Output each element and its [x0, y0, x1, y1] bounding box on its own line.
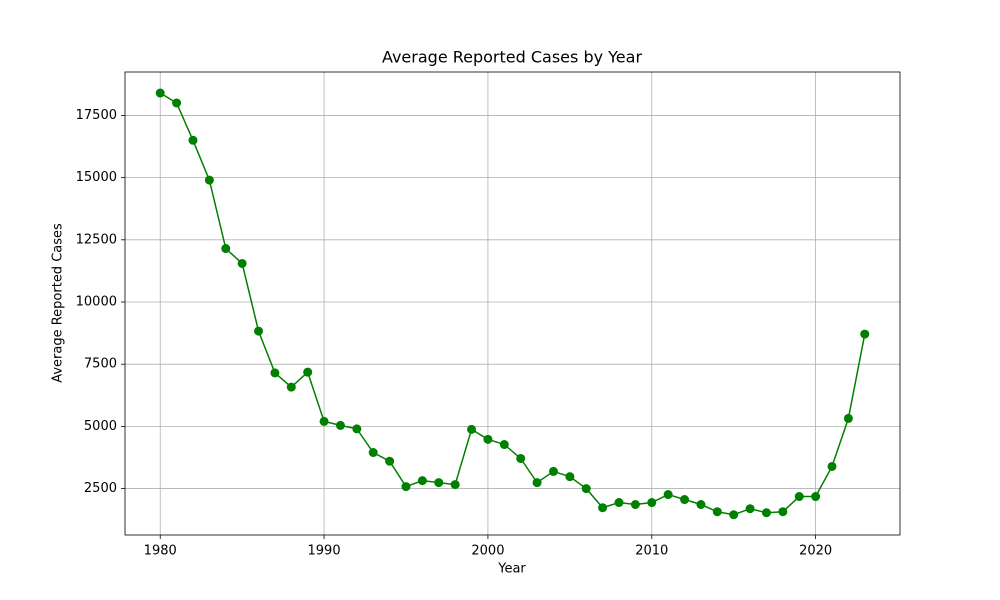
data-point [319, 416, 329, 426]
data-point [581, 484, 591, 494]
data-point [778, 507, 788, 517]
x-tick-label: 1980 [144, 544, 177, 559]
data-point [204, 175, 214, 185]
data-point [237, 258, 247, 268]
data-point [335, 420, 345, 430]
data-point [254, 326, 264, 336]
data-point [172, 98, 182, 108]
y-tick-label: 2500 [84, 481, 117, 496]
y-axis-label: Average Reported Cases [51, 223, 66, 383]
data-point [630, 500, 640, 510]
y-tick-label: 5000 [84, 419, 117, 434]
data-point [467, 424, 477, 434]
data-point [811, 492, 821, 502]
y-tick-label: 12500 [76, 232, 117, 247]
x-tick-label: 2020 [799, 544, 832, 559]
data-point [450, 480, 460, 490]
data-point [843, 413, 853, 423]
data-point [401, 482, 411, 492]
data-point [761, 508, 771, 518]
data-point [270, 368, 280, 378]
data-point [499, 440, 509, 450]
data-point [827, 461, 837, 471]
data-point [696, 500, 706, 510]
x-tick-label: 2000 [471, 544, 504, 559]
data-point [745, 504, 755, 514]
data-point [188, 135, 198, 145]
data-point [663, 490, 673, 500]
data-point [352, 424, 362, 434]
x-tick-label: 2010 [635, 544, 668, 559]
data-point [303, 367, 313, 377]
data-point [565, 472, 575, 482]
data-point [647, 498, 657, 508]
data-point [417, 476, 427, 486]
data-point [860, 329, 870, 339]
data-point [729, 510, 739, 520]
data-point [483, 434, 493, 444]
plot-frame [124, 71, 901, 536]
data-point [368, 448, 378, 458]
data-point [516, 453, 526, 463]
data-point [286, 382, 296, 392]
x-axis-label: Year [497, 562, 526, 577]
data-point [712, 507, 722, 517]
data-point [548, 466, 558, 476]
y-tick-label: 15000 [76, 170, 117, 185]
data-point [155, 88, 165, 98]
data-point [598, 503, 608, 513]
data-point [680, 495, 690, 505]
data-point [794, 492, 804, 502]
x-tick-label: 1990 [308, 544, 341, 559]
data-point [221, 244, 231, 254]
data-point [385, 456, 395, 466]
data-point [614, 498, 624, 508]
y-tick-label: 17500 [76, 108, 117, 123]
chart-title: Average Reported Cases by Year [382, 48, 643, 67]
y-tick-label: 10000 [76, 295, 117, 310]
data-point [434, 478, 444, 488]
data-point [532, 478, 542, 488]
y-tick-label: 7500 [84, 357, 117, 372]
